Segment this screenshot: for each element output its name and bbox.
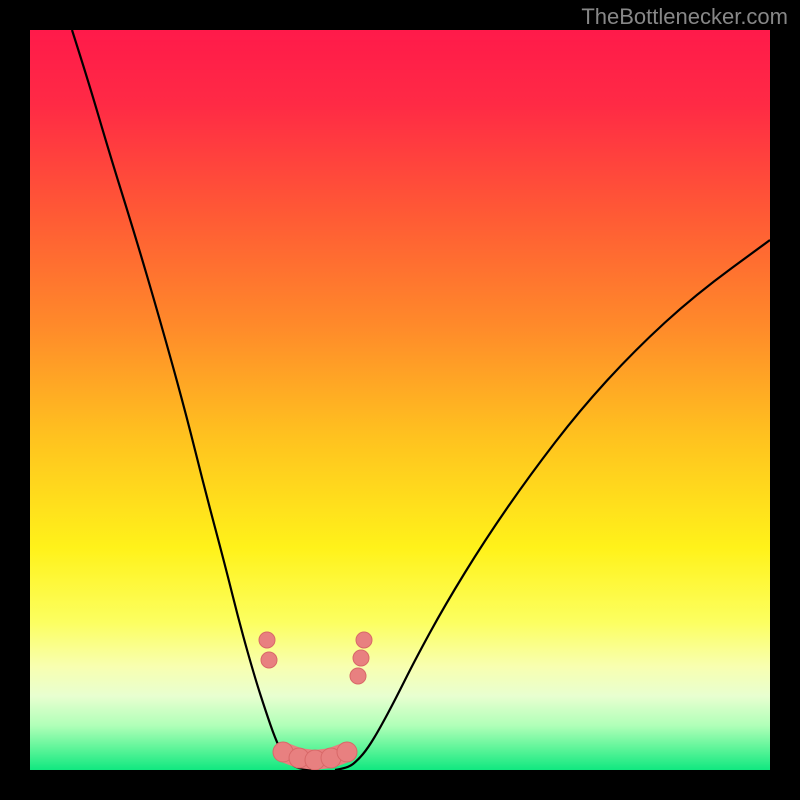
marker-left-1: [261, 652, 277, 668]
marker-right-2: [350, 668, 366, 684]
marker-right-0: [356, 632, 372, 648]
marker-bottom-4: [337, 742, 357, 762]
watermark-text: TheBottlenecker.com: [581, 4, 788, 30]
gradient-background: [30, 30, 770, 770]
bottleneck-chart: [30, 30, 770, 770]
marker-right-1: [353, 650, 369, 666]
marker-left-0: [259, 632, 275, 648]
plot-area: [30, 30, 770, 770]
